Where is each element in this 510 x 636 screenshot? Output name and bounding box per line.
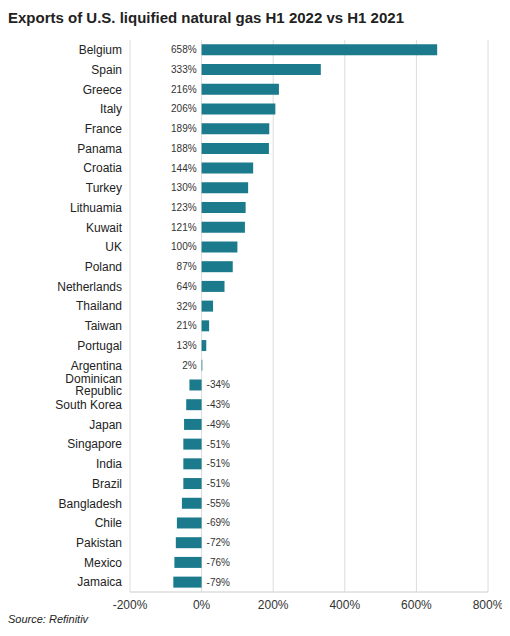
html-text:Source: Refinitiv: Source: Refinitiv [8,613,89,625]
svg-text:-79%: -79% [207,577,230,588]
svg-text:Netherlands: Netherlands [57,280,122,294]
svg-text:Brazil: Brazil [92,477,122,491]
svg-text:Jamaica: Jamaica [77,575,122,589]
svg-text:France: France [85,122,123,136]
svg-text:Poland: Poland [85,260,122,274]
svg-text:Lithuamia: Lithuamia [70,201,122,215]
svg-text:-200%: -200% [113,598,148,612]
svg-text:DominicanRepublic: DominicanRepublic [65,372,122,398]
svg-text:-51%: -51% [207,439,230,450]
svg-text:-51%: -51% [207,458,230,469]
svg-text:Kuwait: Kuwait [86,221,123,235]
svg-text:32%: 32% [177,301,197,312]
svg-text:13%: 13% [177,340,197,351]
svg-text:South Korea: South Korea [55,398,122,412]
svg-text:Greece: Greece [83,83,123,97]
svg-text:Croatia: Croatia [83,161,122,175]
svg-text:Portugal: Portugal [77,339,122,353]
svg-text:144%: 144% [171,163,197,174]
svg-text:-69%: -69% [207,517,230,528]
svg-text:0%: 0% [193,598,211,612]
svg-text:Argentina: Argentina [71,359,123,373]
svg-text:130%: 130% [171,182,197,193]
svg-text:189%: 189% [171,123,197,134]
svg-text:-72%: -72% [207,537,230,548]
svg-text:206%: 206% [171,103,197,114]
svg-text:Bangladesh: Bangladesh [59,497,122,511]
svg-text:333%: 333% [171,64,197,75]
svg-text:Singapore: Singapore [67,437,122,451]
svg-text:Japan: Japan [89,418,122,432]
svg-text:64%: 64% [177,281,197,292]
svg-text:600%: 600% [401,598,432,612]
svg-text:-34%: -34% [207,379,230,390]
svg-text:Panama: Panama [77,142,122,156]
svg-text:-51%: -51% [207,478,230,489]
svg-text:21%: 21% [177,320,197,331]
html-text:Exports of U.S. liquified natu: Exports of U.S. liquified natural gas H1… [8,9,404,26]
svg-text:-55%: -55% [207,498,230,509]
svg-text:UK: UK [105,240,122,254]
svg-text:2%: 2% [182,360,197,371]
svg-text:121%: 121% [171,222,197,233]
svg-text:Thailand: Thailand [76,299,122,313]
svg-text:Taiwan: Taiwan [85,319,122,333]
svg-text:Turkey: Turkey [86,181,122,195]
svg-text:87%: 87% [177,261,197,272]
svg-text:-43%: -43% [207,399,230,410]
svg-text:200%: 200% [258,598,289,612]
svg-text:216%: 216% [171,84,197,95]
svg-text:Chile: Chile [95,516,123,530]
svg-text:800%: 800% [473,598,502,612]
svg-text:100%: 100% [171,241,197,252]
svg-text:Pakistan: Pakistan [76,536,122,550]
svg-text:400%: 400% [329,598,360,612]
svg-text:188%: 188% [171,143,197,154]
svg-text:123%: 123% [171,202,197,213]
svg-text:Mexico: Mexico [84,556,122,570]
svg-text:Spain: Spain [91,63,122,77]
svg-text:658%: 658% [171,44,197,55]
svg-text:-49%: -49% [207,419,230,430]
svg-text:Belgium: Belgium [79,43,122,57]
svg-text:Italy: Italy [100,102,122,116]
svg-text:-76%: -76% [207,557,230,568]
svg-text:India: India [96,457,122,471]
